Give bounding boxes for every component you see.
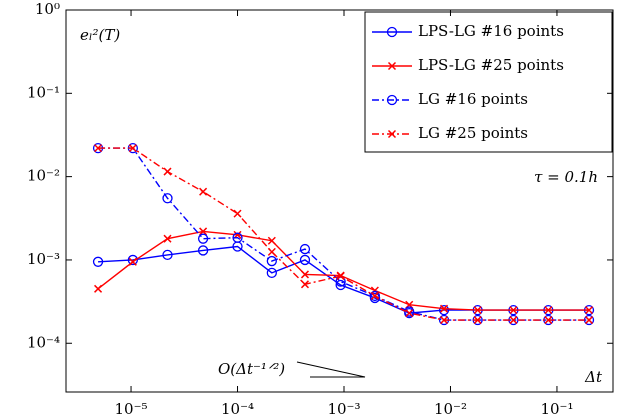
marker <box>369 290 381 302</box>
marker <box>440 316 449 325</box>
marker <box>94 144 103 153</box>
legend <box>364 11 613 153</box>
y-tick-label: 10⁻² <box>27 167 60 185</box>
marker <box>544 306 553 315</box>
marker <box>473 316 482 325</box>
marker <box>162 249 173 261</box>
annotation: O(Δt⁻¹ᐟ²) <box>218 360 285 378</box>
marker <box>232 232 243 243</box>
legend-label: LPS-LG #16 points <box>418 22 564 40</box>
marker <box>267 236 276 245</box>
y-tick-label: 10⁻¹ <box>27 83 60 101</box>
marker <box>94 284 103 293</box>
y-tick-label: 10⁻³ <box>27 250 60 268</box>
marker <box>266 255 277 267</box>
y-label: eₗ²(T) <box>80 26 120 44</box>
marker <box>386 94 398 106</box>
marker <box>509 306 518 315</box>
marker <box>387 61 397 71</box>
marker <box>267 247 276 256</box>
marker <box>387 129 397 139</box>
marker <box>544 316 553 325</box>
marker <box>162 193 173 204</box>
marker <box>266 267 277 278</box>
marker <box>197 233 209 244</box>
marker <box>127 254 139 266</box>
marker <box>233 209 242 218</box>
x-tick-label: 10⁻² <box>434 400 467 418</box>
annotation: τ = 0.1h <box>534 168 598 186</box>
legend-label: LPS-LG #25 points <box>418 56 564 74</box>
slope-triangle <box>296 361 366 378</box>
legend-label: LG #25 points <box>418 124 528 142</box>
marker <box>300 270 310 279</box>
marker <box>438 304 450 316</box>
marker <box>197 245 209 256</box>
x-label: Δt <box>584 368 603 386</box>
marker <box>473 306 482 315</box>
marker <box>199 227 208 236</box>
marker <box>509 316 518 325</box>
marker <box>128 144 137 153</box>
marker <box>386 26 398 38</box>
marker <box>163 167 172 176</box>
marker <box>440 304 449 313</box>
marker <box>92 256 104 267</box>
series-line <box>97 230 590 311</box>
marker <box>299 254 311 266</box>
marker <box>199 187 208 196</box>
marker <box>370 291 379 300</box>
series-line <box>98 147 590 321</box>
x-tick-label: 10⁻⁵ <box>115 400 148 418</box>
marker <box>300 280 310 289</box>
plot-frame <box>65 9 614 393</box>
marker <box>335 279 346 291</box>
marker <box>584 306 594 315</box>
marker <box>299 243 311 255</box>
marker <box>336 272 345 281</box>
marker <box>584 316 594 325</box>
y-tick-label: 10⁻⁴ <box>27 333 60 351</box>
legend-label: LG #16 points <box>418 90 528 108</box>
y-tick-label: 10⁰ <box>35 0 60 18</box>
x-tick-label: 10⁻³ <box>327 400 360 418</box>
x-tick-label: 10⁻⁴ <box>221 400 254 418</box>
marker <box>128 257 137 266</box>
marker <box>405 309 414 318</box>
x-tick-label: 10⁻¹ <box>540 400 573 418</box>
marker <box>163 234 172 243</box>
